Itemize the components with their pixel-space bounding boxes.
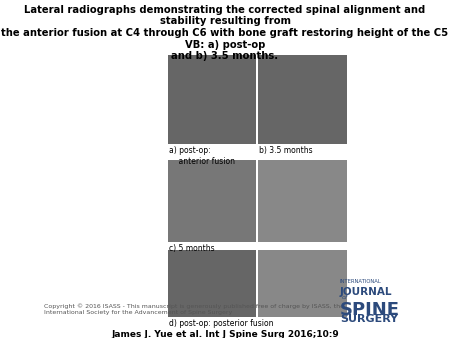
Text: James J. Yue et al. Int J Spine Surg 2016;10:9: James J. Yue et al. Int J Spine Surg 201… <box>111 331 339 338</box>
Text: Copyright © 2016 ISASS - This manuscript is generously published free of charge : Copyright © 2016 ISASS - This manuscript… <box>45 304 344 315</box>
Bar <box>258 55 346 144</box>
Text: SURGERY: SURGERY <box>340 314 398 324</box>
Text: c) 5 months: c) 5 months <box>169 244 215 252</box>
Text: JOURNAL: JOURNAL <box>340 287 392 296</box>
Text: d) post-op: posterior fusion: d) post-op: posterior fusion <box>169 319 274 328</box>
Bar <box>167 250 256 317</box>
Text: b) 3.5 months: b) 3.5 months <box>260 146 313 155</box>
Bar <box>167 55 256 144</box>
Bar <box>258 250 346 317</box>
Text: Lateral radiographs demonstrating the corrected spinal alignment and stability r: Lateral radiographs demonstrating the co… <box>1 5 449 61</box>
Text: a) post-op:
    anterior fusion: a) post-op: anterior fusion <box>169 146 235 166</box>
Bar <box>167 161 256 242</box>
Text: INTERNATIONAL: INTERNATIONAL <box>340 279 382 284</box>
Text: SPINE: SPINE <box>340 301 400 319</box>
Text: of: of <box>342 295 348 300</box>
Bar <box>258 161 346 242</box>
